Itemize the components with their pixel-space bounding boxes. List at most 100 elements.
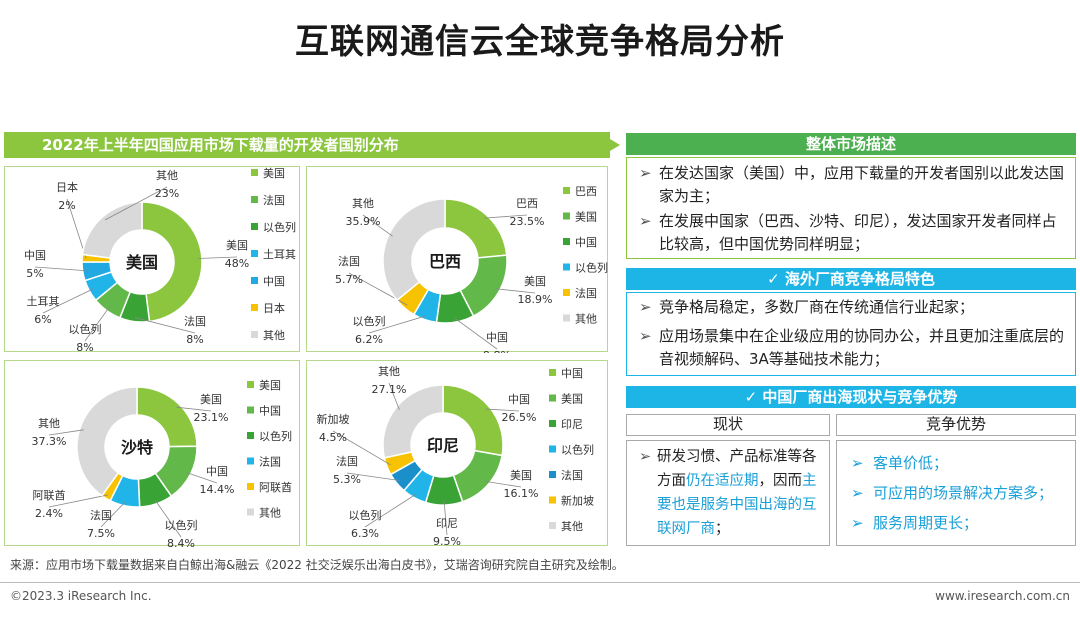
legend-label: 巴西: [575, 185, 597, 198]
chevron-right-icon: ➢: [639, 298, 652, 316]
source-note: 来源：应用市场下载量数据来自白鲸出海&融云《2022 社交泛娱乐出海白皮书》，艾…: [10, 558, 624, 572]
page-title: 互联网通信云全球竞争格局分析: [295, 22, 785, 62]
slice-name-label: 其他: [378, 365, 400, 378]
leader-line: [48, 429, 84, 436]
legend-swatch: [247, 406, 254, 414]
slice-value-label: 2.4%: [35, 507, 63, 520]
legend-label: 法国: [259, 455, 281, 469]
legend-swatch: [251, 277, 258, 284]
legend-swatch: [251, 304, 258, 311]
donut-chart-saudi: 美国 23.1% 中国 14.4% 以色列 8.4% 法国 7.5% 阿联酋 2.4% 其他 37.3…: [32, 379, 292, 547]
legend-label: 日本: [263, 301, 285, 315]
slice-name-label: 以色列: [353, 314, 386, 328]
website-link[interactable]: www.iresearch.com.cn: [935, 589, 1070, 603]
legend-swatch: [549, 496, 556, 504]
overview-bullet: ➢ 在发达国家（美国）中，应用下载量的开发者国别以此发达国家为主；: [639, 164, 1065, 205]
leader-line: [48, 494, 109, 508]
legend-label: 其他: [575, 313, 597, 326]
chart-box-usa: 美国 48% 法国 8% 以色列 8% 土耳其 6% 中国 5% 日本 2% 其他 23% 美国 美国 法国 以色…: [4, 166, 300, 353]
leader-line: [176, 406, 212, 412]
chart-box-brazil: 巴西 23.5% 美国 18.9% 中国 9.8% 以色列 6.2% 法国 5.7% 其他 35.9%…: [306, 166, 608, 353]
chevron-right-icon: ➢: [851, 484, 864, 502]
chevron-right-icon: ➢: [639, 164, 652, 182]
slice-name-label: 新加坡: [317, 412, 350, 426]
slice-name-label: 其他: [38, 417, 60, 430]
copyright: ©2023.3 iResearch Inc.: [10, 589, 152, 603]
footer-divider: [0, 582, 1080, 583]
slice-value-label: 23.5%: [510, 215, 545, 228]
slice-value-label: 7.5%: [87, 527, 115, 540]
legend-swatch: [251, 223, 258, 230]
legend-label: 以色列: [263, 220, 296, 234]
legend-swatch: [247, 508, 254, 516]
slice-value-label: 35.9%: [346, 215, 381, 228]
legend-label: 以色列: [575, 261, 608, 275]
advantage-item: ➢ 可应用的场景解决方案多；: [837, 478, 1075, 508]
slice-name-label: 日本: [56, 180, 78, 194]
leader-line: [34, 266, 87, 272]
legend-label: 美国: [259, 379, 281, 392]
donut-center-label: 沙特: [121, 438, 153, 457]
slice-name-label: 其他: [156, 169, 178, 182]
chevron-right-icon: ➢: [639, 212, 652, 230]
slice-name-label: 法国: [336, 454, 358, 468]
leader-line: [84, 307, 110, 342]
legend-label: 以色列: [561, 443, 594, 457]
china-status-box: ➢ 研发习惯、产品标准等各方面仍在适应期，因而主要也是服务中国出海的互联网厂商；: [626, 440, 830, 546]
legend-swatch: [563, 314, 570, 322]
slice-name-label: 美国: [510, 469, 532, 482]
slice-name-label: 美国: [226, 239, 248, 252]
china-advantage-box: ➢ 客单价低； ➢ 可应用的场景解决方案多； ➢ 服务周期更长；: [836, 440, 1076, 546]
legend-label: 中国: [263, 275, 285, 288]
slice-value-label: 27.1%: [372, 383, 407, 396]
overseas-header: ✓ 海外厂商竞争格局特色: [626, 268, 1076, 290]
legend-label: 其他: [263, 329, 285, 342]
legend-label: 以色列: [259, 429, 292, 443]
leader-line: [495, 288, 536, 294]
legend-swatch: [549, 522, 556, 529]
leader-line: [100, 501, 126, 528]
legend-label: 美国: [561, 393, 583, 406]
slice-name-label: 以色列: [349, 508, 382, 522]
advantage-item: ➢ 服务周期更长；: [837, 508, 1075, 538]
slice-name-label: 中国: [508, 393, 530, 406]
donut-center-label: 美国: [126, 253, 158, 272]
legend-label: 中国: [575, 236, 597, 249]
arrow-right-icon: [610, 139, 620, 151]
legend-label: 中国: [561, 367, 583, 380]
slice-value-label: 8.4%: [167, 537, 195, 547]
chevron-right-icon: ➢: [851, 454, 864, 472]
slice-name-label: 以色列: [165, 518, 198, 532]
status-tab: 现状: [626, 414, 830, 436]
donut-center-label: 巴西: [429, 252, 461, 271]
chevron-right-icon: ➢: [639, 327, 652, 345]
slice-value-label: 6.2%: [355, 333, 383, 346]
legend-swatch: [247, 432, 254, 439]
legend-swatch: [549, 471, 556, 478]
legend-swatch: [251, 196, 258, 203]
slice-name-label: 阿联酋: [33, 488, 66, 502]
slice-value-label: 48%: [225, 257, 249, 270]
slice-value-label: 8%: [76, 341, 93, 353]
slice-value-label: 6%: [34, 313, 51, 326]
slice-name-label: 其他: [352, 197, 374, 210]
slice-name-label: 法国: [184, 314, 206, 328]
donut-chart-usa: 美国48%法国8%以色列8%土耳其6%中国5%日本2%其他23%美国美国法国以色…: [24, 167, 296, 353]
advantage-tab: 竞争优势: [836, 414, 1076, 436]
overseas-box: ➢ 竞争格局稳定，多数厂商在传统通信行业起家； ➢ 应用场景集中在企业级应用的协同办…: [626, 292, 1076, 376]
legend-swatch: [251, 169, 258, 176]
overview-box: ➢ 在发达国家（美国）中，应用下载量的开发者国别以此发达国家为主； ➢ 在发展中国家…: [626, 157, 1076, 259]
slice-name-label: 法国: [338, 254, 360, 268]
legend-swatch: [549, 369, 556, 376]
slice-value-label: 6.3%: [351, 527, 379, 540]
legend-swatch: [247, 483, 254, 490]
legend-swatch: [247, 457, 254, 465]
leader-line: [484, 214, 528, 219]
slice-name-label: 印尼: [436, 517, 458, 530]
donut-slice: [141, 201, 203, 323]
chevron-right-icon: ➢: [639, 449, 652, 465]
overview-header: 整体市场描述: [626, 133, 1076, 155]
donut-slice: [444, 198, 508, 259]
legend-label: 其他: [259, 507, 281, 520]
slice-value-label: 9.5%: [433, 535, 461, 547]
